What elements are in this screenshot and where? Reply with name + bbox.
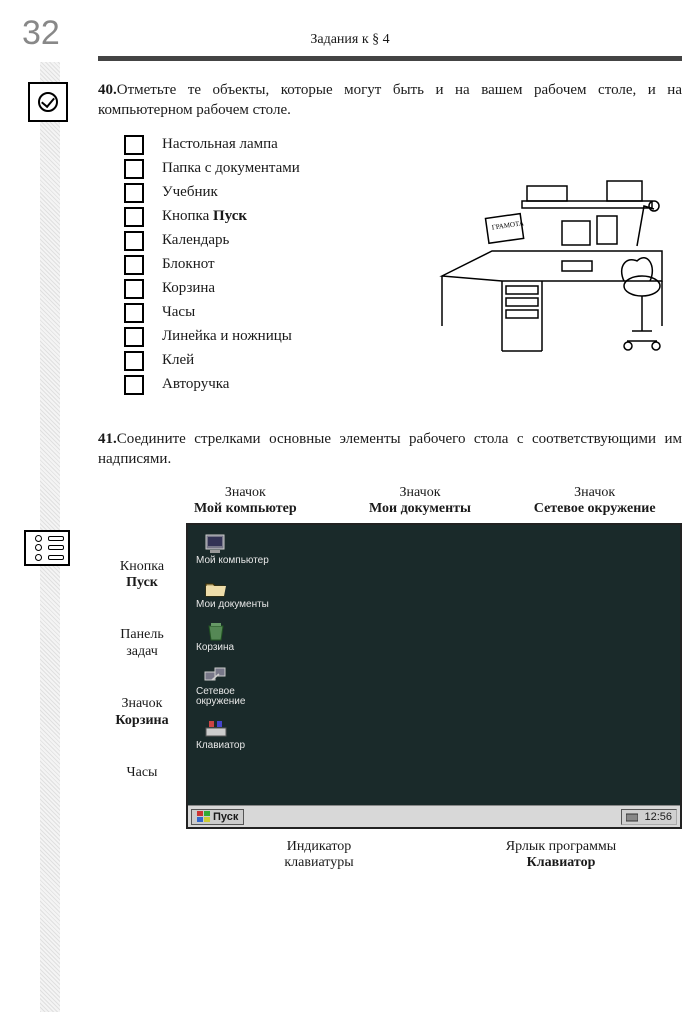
taskbar: Пуск 12:56: [188, 805, 680, 827]
desktop-background: Мой компьютер Мои документы Корзина Сете…: [188, 525, 680, 805]
desktop-screenshot: Мой компьютер Мои документы Корзина Сете…: [186, 523, 682, 829]
top-label: Значок Мои документы: [333, 485, 508, 517]
label-line: Ярлык программы: [440, 839, 682, 855]
desk-illustration: ГРАМОТА: [432, 166, 682, 366]
label-bold: Мой компьютер: [158, 501, 333, 517]
task41-text: Соедините стрелками основные элементы ра…: [98, 431, 682, 467]
bottom-labels-row: Индикатор клавиатуры Ярлык программы Кла…: [198, 839, 682, 871]
recycle-bin-icon[interactable]: Корзина: [196, 620, 672, 654]
icon-label: Сетевое окружение: [196, 687, 245, 708]
check-label: Кнопка Пуск: [162, 208, 247, 225]
check-label: Папка с документами: [162, 160, 300, 177]
check-label: Авторучка: [162, 376, 229, 393]
checkbox[interactable]: [124, 183, 144, 203]
icon-label: Мой компьютер: [196, 556, 269, 567]
checkbox[interactable]: [124, 207, 144, 227]
my-documents-icon[interactable]: Мои документы: [196, 577, 672, 611]
check-item: Авторучка: [124, 375, 682, 395]
task-40: 40.Отметьте те объекты, которые могут бы…: [98, 80, 682, 395]
checkbox[interactable]: [124, 231, 144, 251]
check-label: Блокнот: [162, 256, 215, 273]
checkbox[interactable]: [124, 135, 144, 155]
task40-number: 40.: [98, 82, 117, 98]
top-labels-row: Значок Мой компьютер Значок Мои документ…: [158, 485, 682, 517]
checkbox[interactable]: [124, 279, 144, 299]
checkmark-icon: [38, 92, 58, 112]
checkbox[interactable]: [124, 159, 144, 179]
bottom-label: Индикатор клавиатуры: [198, 839, 440, 871]
side-label: Часы: [98, 765, 186, 782]
side-labels: КнопкаПуск Панельзадач ЗначокКорзина Час…: [98, 523, 186, 829]
start-button[interactable]: Пуск: [191, 809, 244, 825]
task40-text: Отметьте те объекты, которые могут быть …: [98, 82, 682, 118]
check-label: Клей: [162, 352, 194, 369]
check-label: Часы: [162, 304, 195, 321]
check-label: Учебник: [162, 184, 218, 201]
label-bold: Клавиатор: [440, 855, 682, 871]
start-label: Пуск: [213, 811, 238, 823]
task41-prompt: 41.Соедините стрелками основные элементы…: [98, 429, 682, 470]
top-label: Значок Сетевое окружение: [507, 485, 682, 517]
task41-number: 41.: [98, 431, 117, 447]
check-item: Настольная лампа: [124, 135, 682, 155]
label-small: Значок: [333, 485, 508, 501]
check-label: Корзина: [162, 280, 215, 297]
label-bold: Мои документы: [333, 501, 508, 517]
check-label: Календарь: [162, 232, 229, 249]
network-icon[interactable]: Сетевое окружение: [196, 664, 672, 708]
label-small: Значок: [507, 485, 682, 501]
check-label: Настольная лампа: [162, 136, 278, 153]
label-line: клавиатуры: [198, 855, 440, 871]
tray-keyboard-icon[interactable]: [626, 811, 638, 823]
label-line: Индикатор: [198, 839, 440, 855]
checkbox[interactable]: [124, 327, 144, 347]
side-label: ЗначокКорзина: [98, 696, 186, 730]
system-tray: 12:56: [621, 809, 677, 825]
checkbox[interactable]: [124, 255, 144, 275]
label-bold: Сетевое окружение: [507, 501, 682, 517]
klaviator-icon[interactable]: Клавиатор: [196, 718, 672, 752]
bottom-label: Ярлык программы Клавиатор: [440, 839, 682, 871]
side-label: КнопкаПуск: [98, 559, 186, 593]
icon-label: Корзина: [196, 643, 234, 654]
task-41: 41.Соедините стрелками основные элементы…: [98, 429, 682, 872]
label-small: Значок: [158, 485, 333, 501]
task40-margin-icon: [28, 82, 68, 122]
windows-icon: [197, 811, 211, 823]
check-label: Линейка и ножницы: [162, 328, 292, 345]
icon-label: Мои документы: [196, 600, 269, 611]
task40-prompt: 40.Отметьте те объекты, которые могут бы…: [98, 80, 682, 121]
content-area: 40.Отметьте те объекты, которые могут бы…: [98, 80, 682, 893]
clock: 12:56: [644, 811, 672, 823]
desktop-area: КнопкаПуск Панельзадач ЗначокКорзина Час…: [98, 523, 682, 829]
task41-margin-icon: [24, 530, 70, 566]
header-rule: [98, 56, 682, 61]
my-computer-icon[interactable]: Мой компьютер: [196, 533, 672, 567]
checkbox[interactable]: [124, 351, 144, 371]
svg-text:ГРАМОТА: ГРАМОТА: [491, 219, 524, 231]
checkbox[interactable]: [124, 375, 144, 395]
top-label: Значок Мой компьютер: [158, 485, 333, 517]
checkbox[interactable]: [124, 303, 144, 323]
icon-label: Клавиатор: [196, 741, 245, 752]
section-header: Задания к § 4: [0, 32, 700, 48]
side-label: Панельзадач: [98, 627, 186, 661]
